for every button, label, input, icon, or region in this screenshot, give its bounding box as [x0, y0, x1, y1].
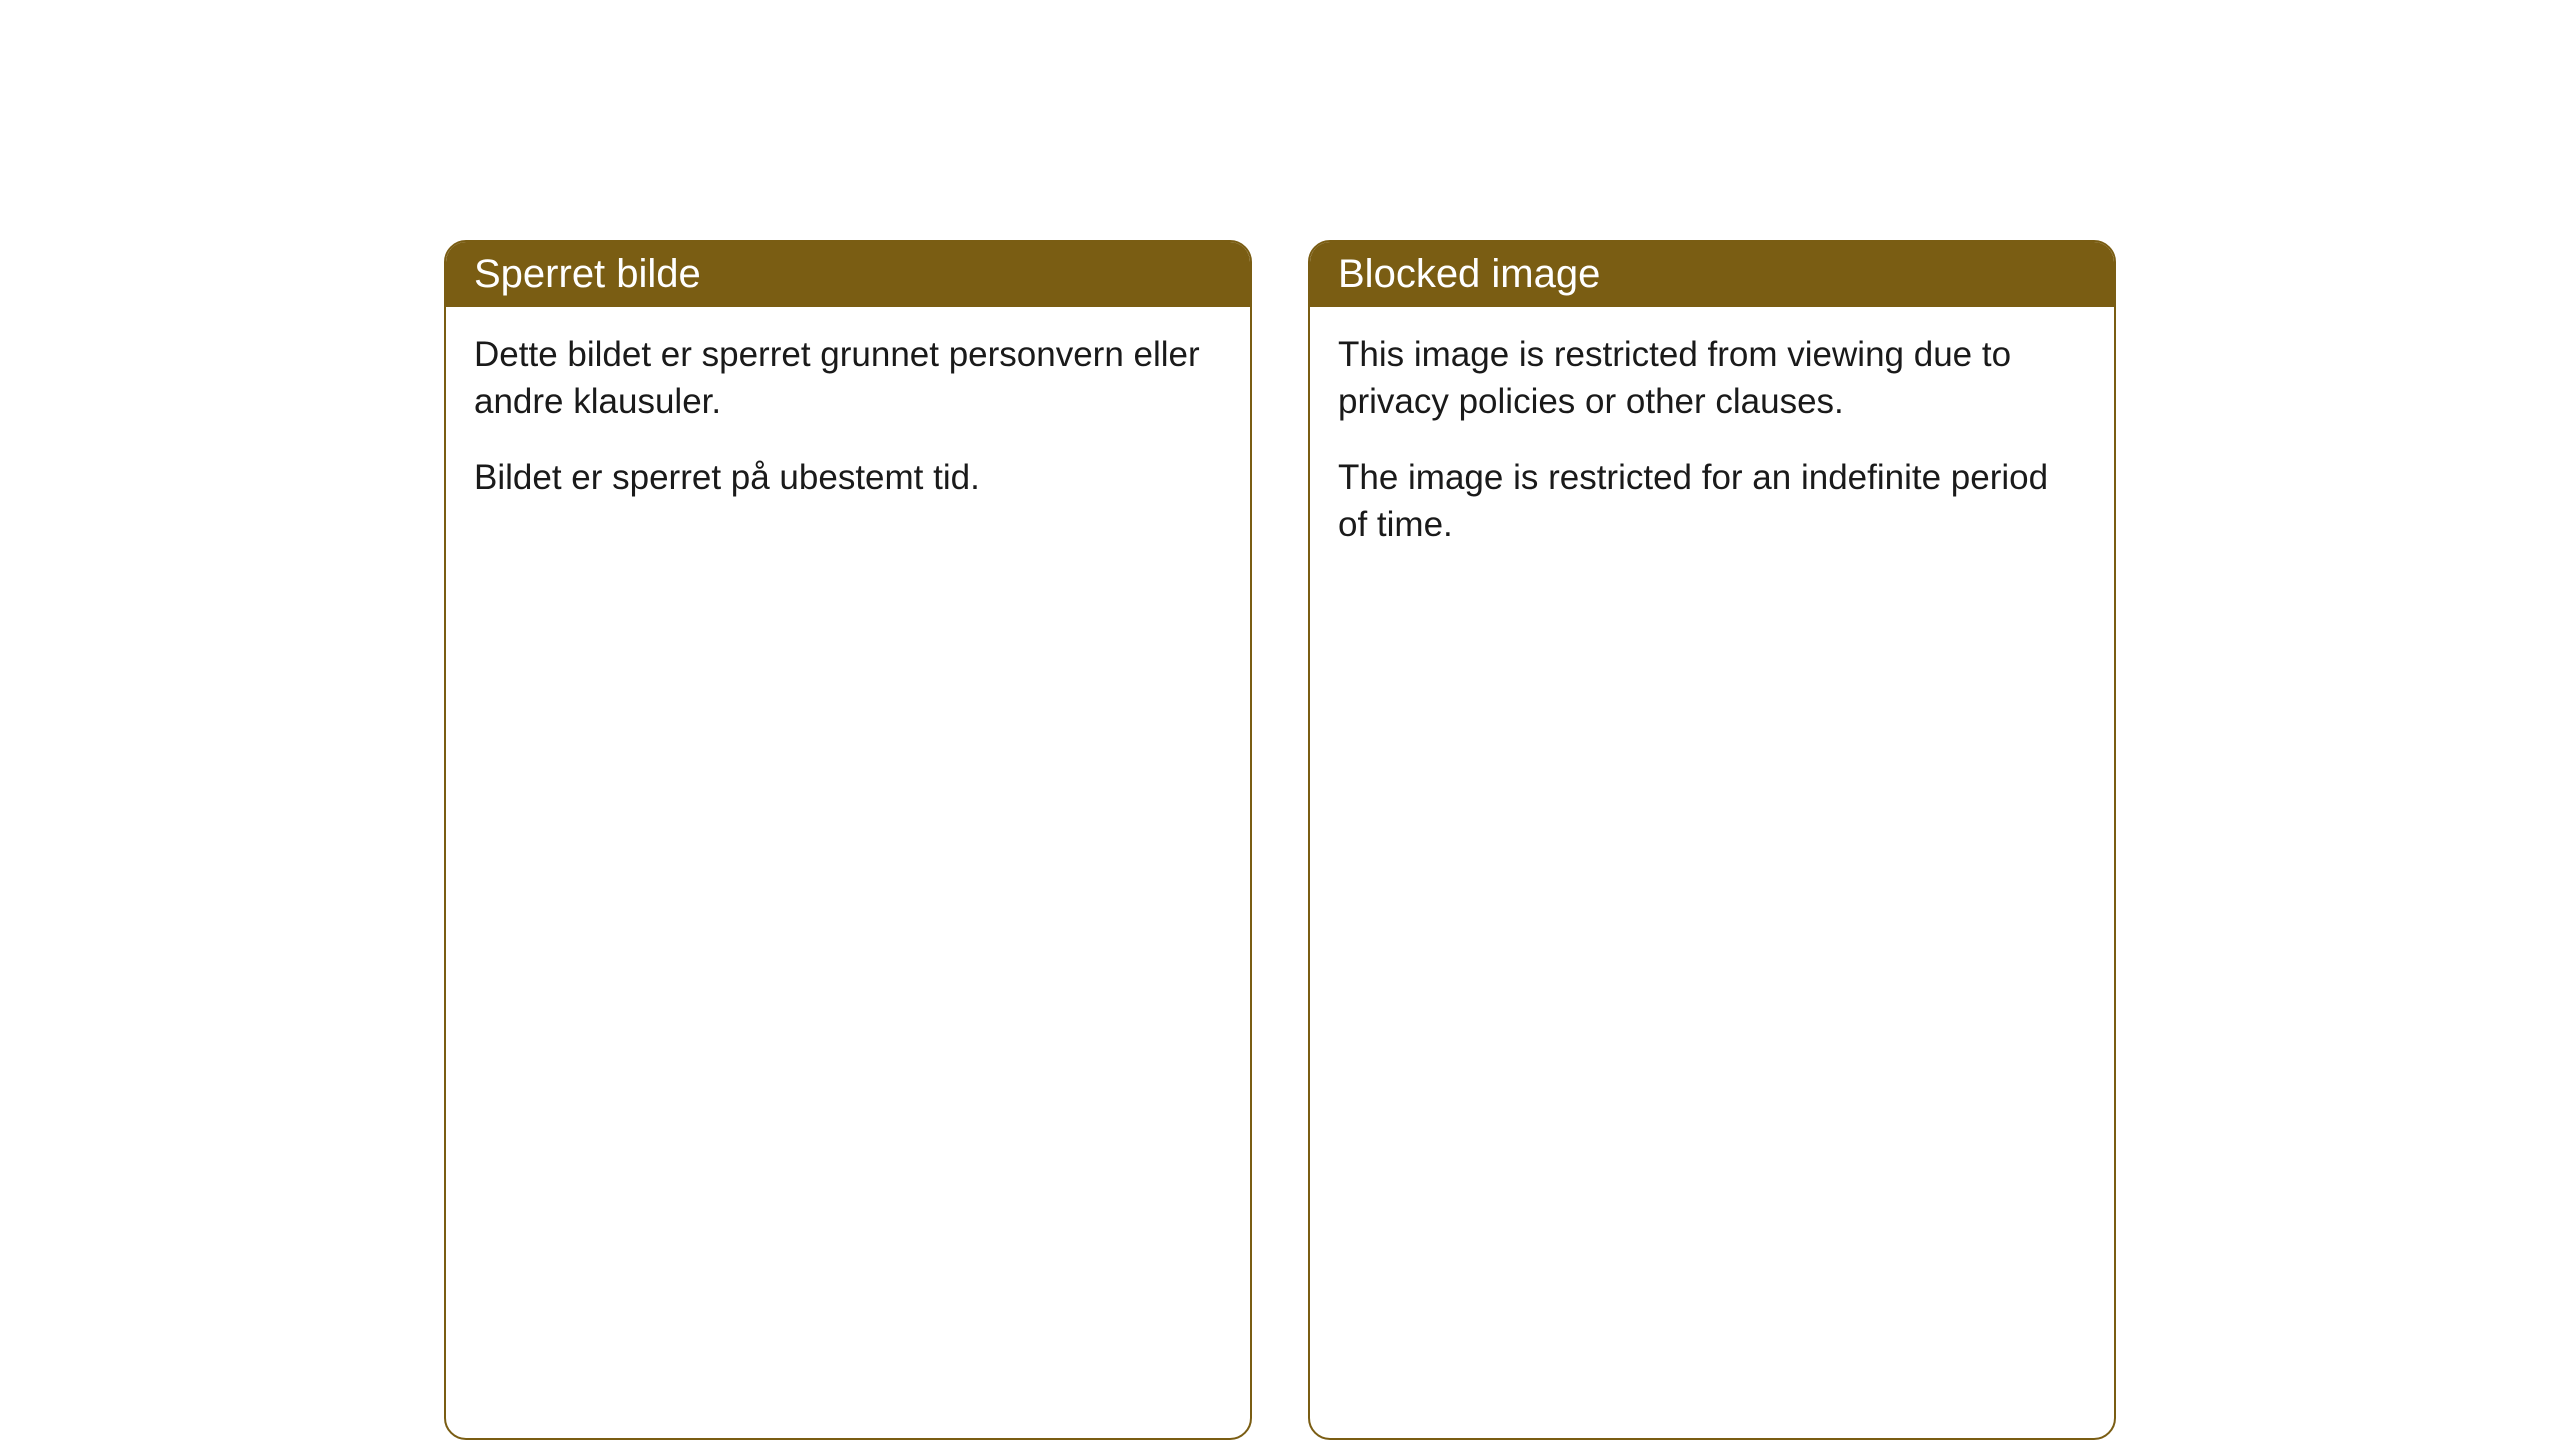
notice-card-english: Blocked image This image is restricted f…	[1308, 240, 2116, 1440]
notice-cards-container: Sperret bilde Dette bildet er sperret gr…	[444, 240, 2116, 1440]
card-body: This image is restricted from viewing du…	[1310, 307, 2114, 584]
card-title: Blocked image	[1338, 252, 1600, 296]
card-header: Sperret bilde	[446, 242, 1250, 307]
card-title: Sperret bilde	[474, 252, 701, 296]
card-paragraph: This image is restricted from viewing du…	[1338, 331, 2086, 426]
card-body: Dette bildet er sperret grunnet personve…	[446, 307, 1250, 537]
card-paragraph: Dette bildet er sperret grunnet personve…	[474, 331, 1222, 426]
card-header: Blocked image	[1310, 242, 2114, 307]
card-paragraph: Bildet er sperret på ubestemt tid.	[474, 454, 1222, 501]
card-paragraph: The image is restricted for an indefinit…	[1338, 454, 2086, 549]
notice-card-norwegian: Sperret bilde Dette bildet er sperret gr…	[444, 240, 1252, 1440]
